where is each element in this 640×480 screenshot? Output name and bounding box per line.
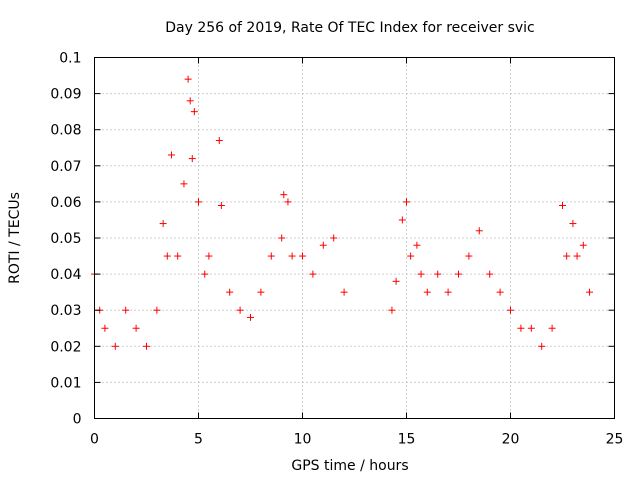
data-point bbox=[215, 137, 223, 145]
data-point bbox=[423, 288, 431, 296]
data-point bbox=[496, 288, 504, 296]
data-point bbox=[217, 202, 225, 210]
data-point bbox=[159, 220, 167, 228]
x-tick-label: 10 bbox=[294, 432, 312, 448]
y-tick-label: 0.02 bbox=[50, 339, 81, 355]
data-point bbox=[407, 252, 415, 260]
y-tick-label: 0.1 bbox=[59, 51, 81, 67]
data-point bbox=[299, 252, 306, 260]
x-axis-label: GPS time / hours bbox=[291, 458, 408, 474]
data-point bbox=[174, 252, 182, 260]
data-point bbox=[180, 180, 188, 188]
data-point bbox=[111, 342, 119, 350]
data-point bbox=[548, 324, 556, 332]
data-point bbox=[309, 270, 317, 278]
data-point bbox=[517, 324, 525, 332]
data-point bbox=[205, 252, 213, 260]
data-point bbox=[132, 324, 140, 332]
y-tick-label: 0.05 bbox=[50, 231, 81, 247]
y-tick-label: 0 bbox=[73, 412, 82, 428]
data-point bbox=[559, 202, 566, 210]
data-point bbox=[236, 306, 244, 314]
data-point bbox=[247, 313, 254, 321]
data-point bbox=[257, 288, 265, 296]
tick-labels: 0 5 10 15 20 25 0 0.01 0.02 0.03 0.04 0.05 0.06 0.07 0… bbox=[50, 51, 623, 448]
x-tick-label: 5 bbox=[194, 432, 203, 448]
y-tick-label: 0.04 bbox=[50, 267, 81, 283]
data-point bbox=[288, 252, 296, 260]
data-point bbox=[455, 270, 462, 278]
data-point bbox=[403, 198, 410, 206]
data-point bbox=[569, 220, 577, 228]
data-point bbox=[413, 241, 421, 249]
data-point bbox=[538, 342, 546, 350]
data-point bbox=[122, 306, 130, 314]
data-point bbox=[280, 191, 288, 199]
x-tick-label: 0 bbox=[90, 432, 99, 448]
data-point bbox=[226, 288, 234, 296]
data-point bbox=[143, 342, 150, 350]
y-axis-label: ROTI / TECUs bbox=[7, 192, 23, 284]
y-tick-label: 0.06 bbox=[50, 195, 81, 211]
data-points bbox=[91, 75, 594, 350]
data-point bbox=[586, 288, 594, 296]
data-point bbox=[319, 241, 327, 249]
data-point bbox=[267, 252, 275, 260]
data-point bbox=[475, 227, 483, 235]
y-tick-label: 0.08 bbox=[50, 123, 81, 139]
data-point bbox=[278, 234, 286, 242]
data-point bbox=[330, 234, 338, 242]
data-point bbox=[195, 198, 202, 206]
data-point bbox=[340, 288, 348, 296]
data-point bbox=[434, 270, 442, 278]
data-point bbox=[486, 270, 494, 278]
data-point bbox=[188, 155, 196, 163]
x-tick-label: 20 bbox=[502, 432, 520, 448]
data-point bbox=[563, 252, 571, 260]
data-point bbox=[465, 252, 473, 260]
data-point bbox=[186, 97, 194, 105]
data-point bbox=[284, 198, 292, 206]
y-tick-label: 0.09 bbox=[50, 87, 81, 103]
data-point bbox=[167, 151, 175, 159]
grid-lines bbox=[94, 57, 615, 419]
data-point bbox=[417, 270, 425, 278]
data-point bbox=[153, 306, 161, 314]
x-tick-label: 15 bbox=[398, 432, 416, 448]
data-point bbox=[527, 324, 535, 332]
data-point bbox=[163, 252, 171, 260]
y-tick-label: 0.07 bbox=[50, 159, 81, 175]
data-point bbox=[101, 324, 109, 332]
x-tick-label: 25 bbox=[606, 432, 624, 448]
data-point bbox=[398, 216, 406, 224]
data-point bbox=[201, 270, 209, 278]
data-point bbox=[392, 277, 400, 285]
data-point bbox=[190, 108, 198, 116]
y-tick-label: 0.01 bbox=[50, 375, 81, 391]
axis-ticks bbox=[94, 57, 615, 419]
data-point bbox=[184, 75, 192, 83]
data-point bbox=[507, 306, 514, 314]
data-point bbox=[388, 306, 396, 314]
y-tick-label: 0.03 bbox=[50, 303, 81, 319]
data-point bbox=[579, 241, 587, 249]
chart-title: Day 256 of 2019, Rate Of TEC Index for r… bbox=[165, 20, 535, 36]
data-point bbox=[573, 252, 581, 260]
data-point bbox=[444, 288, 452, 296]
